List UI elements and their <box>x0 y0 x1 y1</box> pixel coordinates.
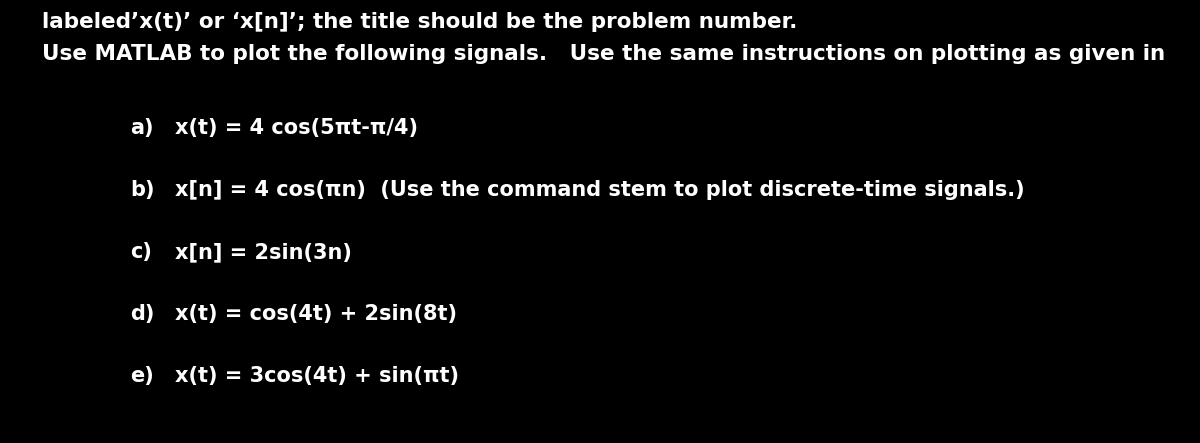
Text: labeled’x(t)’ or ‘x[n]’; the title should be the problem number.: labeled’x(t)’ or ‘x[n]’; the title shoul… <box>42 12 797 32</box>
Text: Use MATLAB to plot the following signals.   Use the same instructions on plottin: Use MATLAB to plot the following signals… <box>42 44 1165 64</box>
Text: e): e) <box>130 366 154 386</box>
Text: x(t) = 3cos(4t) + sin(πt): x(t) = 3cos(4t) + sin(πt) <box>175 366 458 386</box>
Text: a): a) <box>130 118 154 138</box>
Text: x(t) = 4 cos(5πt-π/4): x(t) = 4 cos(5πt-π/4) <box>175 118 418 138</box>
Text: b): b) <box>130 180 155 200</box>
Text: c): c) <box>130 242 152 262</box>
Text: x(t) = cos(4t) + 2sin(8t): x(t) = cos(4t) + 2sin(8t) <box>175 304 457 324</box>
Text: x[n] = 4 cos(πn)  (Use the command stem to plot discrete-time signals.): x[n] = 4 cos(πn) (Use the command stem t… <box>175 180 1025 200</box>
Text: x[n] = 2sin(3n): x[n] = 2sin(3n) <box>175 242 352 262</box>
Text: d): d) <box>130 304 155 324</box>
